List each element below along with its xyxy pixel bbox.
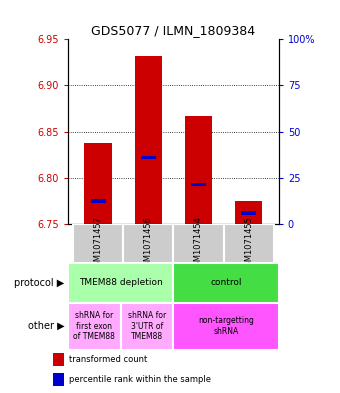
Text: GSM1071456: GSM1071456 (144, 216, 153, 272)
Bar (90, 199, 106, 202)
Bar (185, 116, 212, 224)
Text: GSM1071455: GSM1071455 (244, 216, 253, 272)
Title: GDS5077 / ILMN_1809384: GDS5077 / ILMN_1809384 (91, 24, 255, 37)
Bar (173, 263, 279, 303)
Bar (241, 211, 256, 215)
Bar (73, 224, 123, 263)
Bar (141, 156, 156, 159)
Text: shRNA for
first exon
of TMEM88: shRNA for first exon of TMEM88 (73, 311, 115, 341)
Bar (191, 183, 206, 186)
Text: non-targetting
shRNA: non-targetting shRNA (198, 316, 254, 336)
Text: control: control (210, 279, 242, 287)
Text: shRNA for
3'UTR of
TMEM88: shRNA for 3'UTR of TMEM88 (128, 311, 166, 341)
Bar (84, 143, 112, 224)
Bar (135, 56, 162, 224)
Bar (68, 263, 173, 303)
Bar (123, 224, 173, 263)
Text: percentile rank within the sample: percentile rank within the sample (69, 375, 211, 384)
Bar (53, 373, 65, 386)
Text: protocol ▶: protocol ▶ (14, 278, 65, 288)
Bar (68, 303, 121, 350)
Text: GSM1071457: GSM1071457 (94, 216, 103, 272)
Text: TMEM88 depletion: TMEM88 depletion (79, 279, 163, 287)
Bar (173, 224, 224, 263)
Text: transformed count: transformed count (69, 355, 148, 364)
Bar (121, 303, 173, 350)
Bar (224, 224, 274, 263)
Bar (53, 353, 65, 366)
Bar (235, 201, 262, 224)
Bar (173, 303, 279, 350)
Text: other ▶: other ▶ (28, 321, 65, 331)
Text: GSM1071454: GSM1071454 (194, 216, 203, 272)
